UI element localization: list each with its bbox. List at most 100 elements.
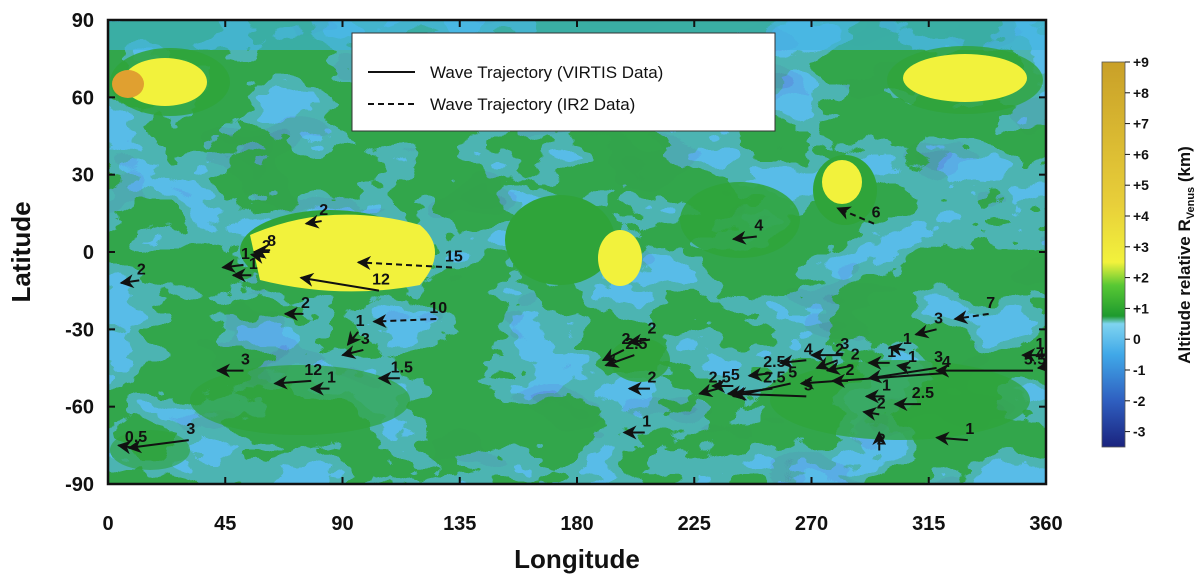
wave-speed-label: 1 — [887, 344, 896, 361]
trajectory-layer — [117, 206, 1046, 455]
wave-speed-label: 2 — [851, 346, 860, 363]
wave-trajectory-virtis — [117, 440, 135, 455]
legend-item-ir2: Wave Trajectory (IR2 Data) — [430, 95, 635, 114]
colorbar-tick-label: -2 — [1133, 393, 1146, 409]
y-tick-label: -30 — [65, 319, 94, 341]
colorbar-tick-label: +2 — [1133, 270, 1149, 286]
wave-trajectory-virtis — [914, 324, 937, 339]
wave-trajectory-virtis — [346, 330, 362, 346]
wave-speed-label: 1 — [908, 349, 917, 366]
x-tick-label: 135 — [443, 513, 476, 535]
colorbar-ticks: +9 +8 +7 +6 +5 +4 +3 +2 +1 0 -1 -2 -3 — [1125, 54, 1149, 440]
wave-trajectory-virtis — [935, 431, 968, 446]
wave-speed-label: 3 — [361, 331, 370, 348]
wave-trajectory-virtis — [341, 345, 364, 359]
x-tick-label: 45 — [214, 513, 236, 535]
wave-speed-label: 1 — [327, 370, 336, 387]
wave-speed-label: 1 — [241, 246, 250, 263]
colorbar-tick-label: +1 — [1133, 300, 1149, 316]
highland-ishtar-west — [110, 48, 230, 116]
colorbar-tick-label: +4 — [1133, 208, 1149, 224]
wave-trajectory-virtis — [127, 439, 189, 454]
wave-speed-label: 2.5 — [763, 354, 785, 371]
wave-speed-label: 1 — [882, 377, 891, 394]
wave-speed-label: 6 — [872, 205, 881, 222]
wave-trajectory-virtis — [747, 367, 773, 382]
legend-box — [351, 32, 776, 132]
wave-speed-label: 5 — [804, 377, 813, 394]
wave-trajectory-virtis — [726, 385, 773, 400]
wave-speed-label: 2 — [835, 341, 844, 358]
y-tick-label: 90 — [72, 10, 94, 32]
wave-speed-label: 2 — [648, 321, 657, 338]
wave-trajectory-ir2 — [372, 314, 437, 329]
wave-trajectory-virtis — [299, 272, 380, 292]
wave-speed-label: 2 — [877, 395, 886, 412]
wave-speed-label: 12 — [304, 362, 322, 379]
legend-item-virtis: Wave Trajectory (VIRTIS Data) — [430, 63, 663, 82]
highland-beta-regio — [813, 155, 877, 225]
wave-speed-label: 2 — [319, 202, 328, 219]
wave-speed-label: 4 — [1036, 346, 1045, 363]
wave-speed-label: 5 — [788, 364, 797, 381]
wave-speed-label: 1 — [1036, 336, 1045, 353]
wave-speed-label: 2 — [846, 362, 855, 379]
wave-speed-label: 0.5 — [125, 429, 147, 446]
wave-speed-label: 2 — [621, 331, 630, 348]
wave-speed-label: 5.5 — [1024, 352, 1046, 369]
wave-speed-label: 1 — [965, 421, 974, 438]
colorbar-tick-label: +6 — [1133, 146, 1149, 162]
wave-trajectory-virtis — [731, 230, 757, 245]
y-tick-label: -90 — [65, 474, 94, 496]
legend: Wave Trajectory (VIRTIS Data) Wave Traje… — [351, 32, 776, 132]
wave-speed-label: 10 — [429, 300, 447, 317]
x-tick-label: 180 — [560, 513, 593, 535]
y-axis-ticks: 90 60 30 0 -30 -60 -90 — [65, 10, 1046, 496]
wave-trajectory-virtis — [119, 274, 140, 289]
wave-trajectory-ir2 — [836, 206, 875, 225]
wave-trajectory-virtis — [698, 383, 718, 398]
wave-speed-label: 3 — [934, 310, 943, 327]
colorbar-title-unit: (km) — [1175, 146, 1194, 187]
colorbar-title-subscript: Venus — [1185, 187, 1197, 219]
wave-speed-label: 3 — [186, 421, 195, 438]
wave-trajectory-virtis — [896, 361, 912, 375]
wave-speed-label: 4 — [754, 218, 763, 235]
wave-speed-label: 1 — [249, 256, 258, 273]
wave-speed-label: 4 — [804, 341, 813, 358]
y-tick-label: 30 — [72, 165, 94, 187]
wave-speed-label: 3 — [840, 336, 849, 353]
wave-speed-label: 2 — [301, 295, 310, 312]
wave-speed-label: 1.5 — [391, 359, 413, 376]
colorbar-tick-label: +9 — [1133, 54, 1149, 70]
highland-ishtar-east — [887, 46, 1043, 114]
wave-trajectory-virtis — [825, 361, 854, 375]
wave-speed-label: 12 — [372, 272, 390, 289]
wave-speed-label: 2 — [262, 238, 271, 255]
colorbar: +9 +8 +7 +6 +5 +4 +3 +2 +1 0 -1 -2 -3 Altitude relat… — [1101, 54, 1197, 448]
wave-speed-label: 2 — [137, 261, 146, 278]
wave-trajectory-virtis — [627, 333, 651, 348]
wave-trajectory-virtis — [273, 375, 312, 390]
wave-speed-label: 1 — [903, 331, 912, 348]
wave-speed-label: 3 — [241, 352, 250, 369]
wave-speed-label: 2 — [877, 431, 886, 448]
x-tick-label: 90 — [331, 513, 353, 535]
wave-trajectory-virtis — [862, 406, 880, 421]
wave-speed-label: 3 — [934, 349, 943, 366]
wave-trajectory-virtis — [778, 354, 807, 369]
wave-trajectory-virtis — [888, 342, 906, 357]
x-tick-label: 360 — [1029, 513, 1062, 535]
wave-trajectory-virtis — [304, 214, 322, 229]
wave-speed-label: 4 — [942, 354, 951, 371]
x-axis-ticks: 0 45 90 135 180 225 270 315 360 — [102, 20, 1063, 535]
wave-trajectory-virtis — [221, 258, 244, 273]
wave-trajectory-ir2 — [953, 310, 989, 325]
wave-speed-label: 5 — [731, 367, 740, 384]
colorbar-title-main: Altitude relative R — [1175, 219, 1194, 364]
wave-trajectory-virtis — [601, 348, 625, 362]
wave-trajectory-virtis — [604, 354, 635, 368]
wave-speed-label: 2.5 — [625, 336, 647, 353]
wave-trajectory-virtis — [1036, 359, 1046, 374]
